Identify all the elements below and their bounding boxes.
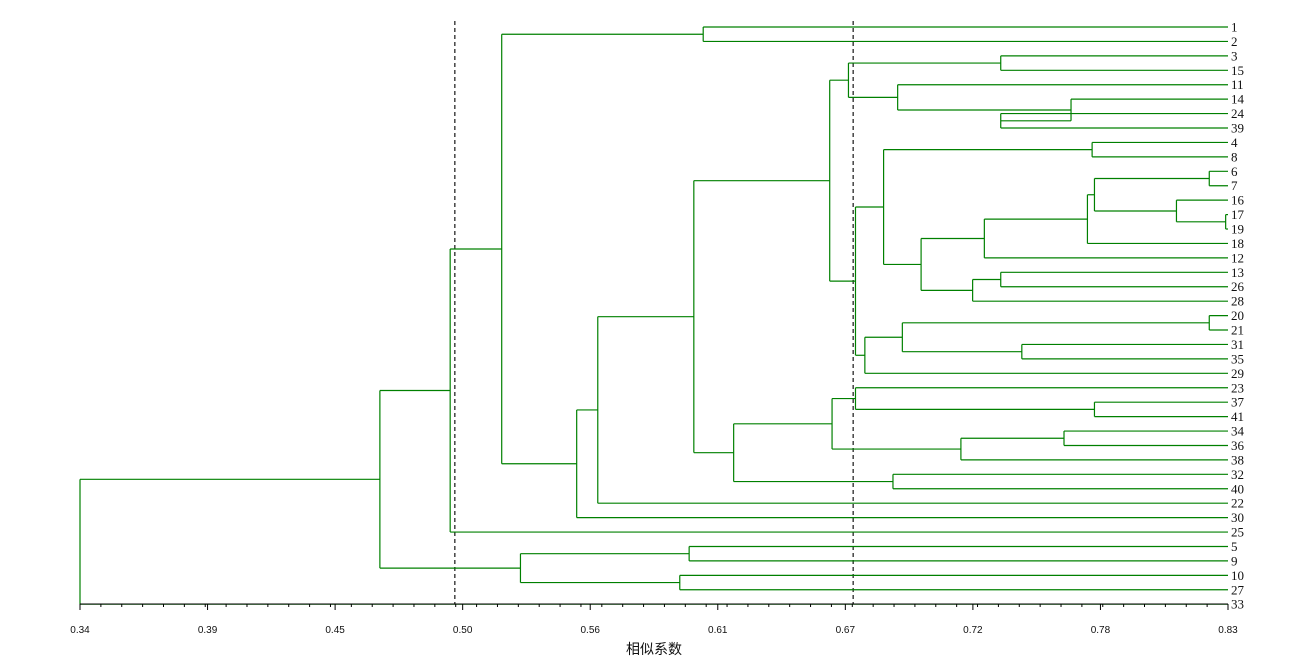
leaf-label-41: 41	[1231, 409, 1244, 424]
x-tick-label-6: 0.67	[836, 625, 856, 636]
leaf-label-1: 1	[1231, 20, 1238, 35]
leaf-labels: 1231511142439486716171918121326282021313…	[1231, 20, 1245, 612]
leaf-label-34: 34	[1231, 424, 1245, 439]
leaf-label-3: 3	[1231, 48, 1238, 63]
leaf-label-15: 15	[1231, 63, 1244, 78]
cutoff-lines	[454, 21, 854, 604]
x-tick-label-5: 0.61	[708, 625, 728, 636]
leaf-label-24: 24	[1231, 106, 1245, 121]
x-tick-label-1: 0.39	[198, 625, 218, 636]
leaf-label-37: 37	[1231, 395, 1245, 410]
leaf-label-36: 36	[1231, 438, 1245, 453]
x-tick-label-9: 0.83	[1218, 625, 1238, 636]
leaf-label-25: 25	[1231, 525, 1244, 540]
leaf-label-11: 11	[1231, 77, 1244, 92]
leaf-label-27: 27	[1231, 582, 1245, 597]
leaf-label-21: 21	[1231, 323, 1244, 338]
x-axis-title: 相似系数	[626, 642, 682, 658]
x-tick-label-2: 0.45	[325, 625, 345, 636]
leaf-label-16: 16	[1231, 193, 1245, 208]
leaf-label-23: 23	[1231, 380, 1244, 395]
x-tick-label-8: 0.78	[1091, 625, 1111, 636]
leaf-label-8: 8	[1231, 149, 1238, 164]
leaf-label-4: 4	[1231, 135, 1238, 150]
leaf-label-30: 30	[1231, 510, 1244, 525]
leaf-label-33: 33	[1231, 597, 1244, 612]
leaf-label-35: 35	[1231, 351, 1244, 366]
leaf-label-20: 20	[1231, 308, 1244, 323]
leaf-label-18: 18	[1231, 236, 1244, 251]
leaf-label-9: 9	[1231, 553, 1238, 568]
x-axis: 0.34 0.39 0.45 0.50 0.56 0.61 0.67 0.72 0.78 0.83	[70, 603, 1238, 636]
leaf-label-2: 2	[1231, 34, 1238, 49]
leaf-label-17: 17	[1231, 207, 1245, 222]
leaf-label-32: 32	[1231, 467, 1244, 482]
x-tick-label-4: 0.56	[580, 625, 600, 636]
leaf-label-7: 7	[1231, 178, 1238, 193]
x-tick-label-7: 0.72	[963, 625, 983, 636]
leaf-label-13: 13	[1231, 265, 1244, 280]
leaf-label-19: 19	[1231, 222, 1244, 237]
leaf-label-6: 6	[1231, 164, 1238, 179]
leaf-label-10: 10	[1231, 568, 1244, 583]
leaf-label-28: 28	[1231, 294, 1244, 309]
x-tick-label-0: 0.34	[70, 625, 90, 636]
leaf-label-40: 40	[1231, 481, 1244, 496]
leaf-label-22: 22	[1231, 496, 1244, 511]
leaf-label-14: 14	[1231, 92, 1245, 107]
leaf-label-29: 29	[1231, 366, 1244, 381]
leaf-label-31: 31	[1231, 337, 1244, 352]
leaf-label-38: 38	[1231, 452, 1244, 467]
leaf-label-5: 5	[1231, 539, 1238, 554]
x-tick-label-3: 0.50	[453, 625, 473, 636]
leaf-label-12: 12	[1231, 250, 1244, 265]
dendrogram-tree	[79, 26, 1228, 605]
leaf-label-26: 26	[1231, 279, 1245, 294]
leaf-label-39: 39	[1231, 121, 1244, 136]
